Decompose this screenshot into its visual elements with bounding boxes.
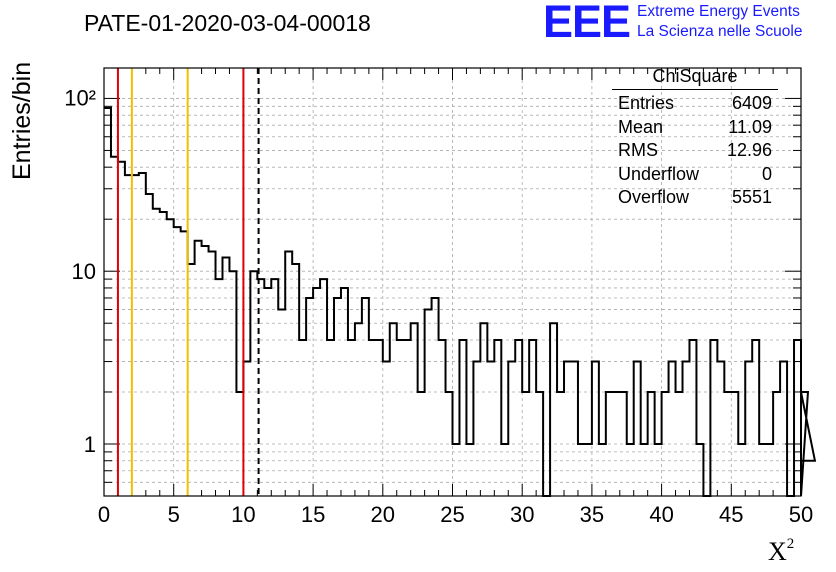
x-tick-label: 15 bbox=[301, 502, 325, 527]
stats-row-rms: RMS 12.96 bbox=[612, 139, 778, 163]
x-tick-label: 35 bbox=[580, 502, 604, 527]
stats-row-underflow: Underflow 0 bbox=[612, 163, 778, 187]
stats-row-entries: Entries 6409 bbox=[612, 92, 778, 116]
stats-box: ChiSquare Entries 6409 Mean 11.09 RMS 12… bbox=[612, 66, 778, 210]
y-tick-label: 10 bbox=[72, 259, 96, 284]
stats-value: 0 bbox=[761, 163, 772, 184]
logo-line-1: Extreme Energy Events bbox=[637, 3, 800, 20]
x-tick-label: 20 bbox=[371, 502, 395, 527]
y-tick-label: 1 bbox=[84, 432, 96, 457]
logo-line-2: La Scienza nelle Scuole bbox=[637, 23, 803, 40]
stats-label: Entries bbox=[618, 93, 675, 113]
x-tick-label: 40 bbox=[649, 502, 673, 527]
chart-title: PATE-01-2020-03-04-00018 bbox=[84, 10, 371, 36]
stats-label: Overflow bbox=[618, 187, 690, 207]
y-tick-labels: 1 10 10² bbox=[64, 85, 96, 457]
stats-value: 12.96 bbox=[726, 140, 772, 160]
x-tick-label: 10 bbox=[231, 502, 255, 527]
histogram-series bbox=[104, 107, 817, 497]
x-tick-label: 50 bbox=[789, 502, 813, 527]
x-tick-label: 45 bbox=[719, 502, 743, 527]
stats-row-mean: Mean 11.09 bbox=[612, 116, 778, 140]
eee-logo: EEE bbox=[543, 0, 631, 47]
plot-frame bbox=[103, 67, 802, 497]
stats-value: 6409 bbox=[731, 93, 772, 113]
stats-label: RMS bbox=[618, 140, 658, 160]
stats-title: ChiSquare bbox=[612, 66, 778, 90]
x-tick-label: 5 bbox=[168, 502, 180, 527]
stats-value: 11.09 bbox=[728, 116, 772, 137]
x-axis-label: X2 bbox=[768, 536, 795, 566]
stats-value: 5551 bbox=[731, 187, 772, 207]
stats-label: Underflow bbox=[618, 163, 700, 184]
x-tick-label: 30 bbox=[510, 502, 534, 527]
y-axis-label: Entries/bin bbox=[8, 61, 36, 180]
marker-lines bbox=[116, 68, 260, 496]
y-tick-label: 10² bbox=[64, 85, 96, 110]
histogram-line bbox=[104, 107, 817, 497]
x-tick-label: 25 bbox=[440, 502, 464, 527]
stats-row-overflow: Overflow 5551 bbox=[612, 186, 778, 210]
stats-label: Mean bbox=[618, 116, 664, 137]
x-tick-labels: 0 5 10 15 20 25 30 35 40 45 50 bbox=[98, 502, 813, 527]
x-tick-label: 0 bbox=[98, 502, 110, 527]
